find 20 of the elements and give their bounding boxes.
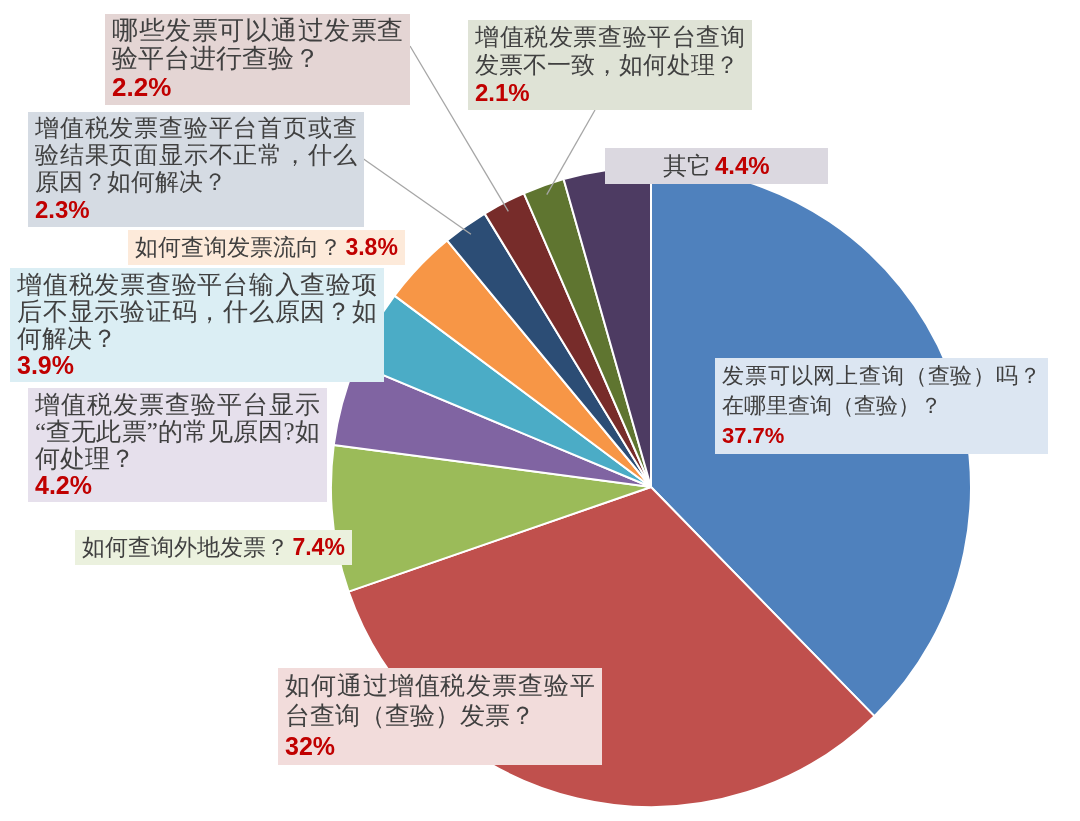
data-label: 37.7%: [722, 423, 785, 448]
slice-label: 如何查询外地发票？: [82, 535, 289, 560]
data-label: 2.1%: [475, 79, 530, 106]
slice-label: 其它: [663, 153, 712, 179]
slice-label: 增值税发票查验平台显示“查无此票”的常见原因?如何处理？: [35, 391, 320, 472]
data-label: 32%: [285, 732, 336, 760]
data-label: 2.3%: [35, 196, 90, 223]
data-label: 4.2%: [35, 471, 92, 499]
data-label: 3.8%: [345, 234, 398, 260]
slice-label: 如何通过增值税发票查验平台查询（查验）发票？: [285, 672, 595, 729]
slice-label: 发票可以网上查询（查验）吗？在哪里查询（查验）？: [722, 363, 1041, 418]
data-label: 3.9%: [17, 351, 74, 379]
slice-label: 哪些发票可以通过发票查验平台进行查验？: [112, 16, 403, 73]
slice-label: 增值税发票查验平台首页或查验结果页面显示不正常，什么原因？如何解决？: [35, 115, 357, 195]
data-label: 4.4%: [714, 152, 770, 179]
data-label: 7.4%: [292, 534, 345, 560]
data-label: 2.2%: [112, 72, 172, 102]
slice-label: 如何查询发票流向？: [135, 235, 342, 260]
slice-label: 增值税发票查验平台查询发票不一致，如何处理？: [475, 24, 745, 78]
slice-label: 增值税发票查验平台输入查验项后不显示验证码，什么原因？如何解决？: [17, 271, 377, 352]
